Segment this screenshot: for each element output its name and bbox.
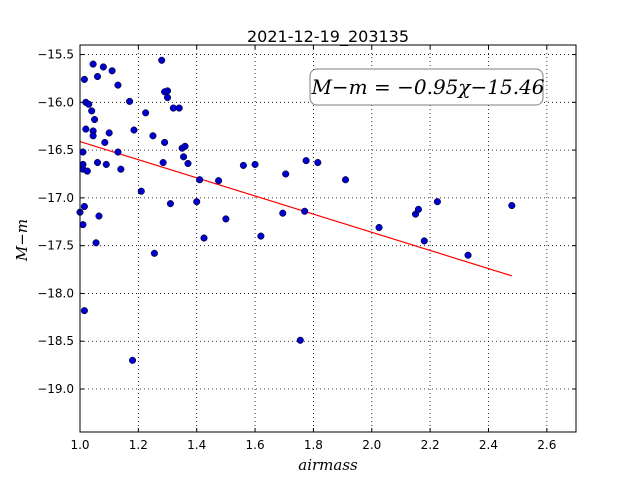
x-tick-label: 1.6 [246,438,265,452]
data-point [282,170,290,178]
data-point [175,104,183,112]
data-point [126,97,134,105]
data-point [251,160,259,168]
x-axis-ticks: 1.0 1.2 1.4 1.6 1.8 2.0 2.2 2.4 2.6 [70,45,556,452]
data-point [99,63,107,71]
fit-line [79,140,512,277]
data-point [92,239,100,247]
data-point [420,237,428,245]
data-point [89,60,97,68]
data-point [180,153,188,161]
data-point [130,126,138,134]
data-point [196,176,204,184]
data-point [279,209,287,217]
y-tick-label: −17.0 [37,191,74,205]
data-point [80,75,88,83]
data-point [150,249,158,257]
data-point [163,94,172,102]
equation-box: M−m = −0.95χ−15.46 [309,68,545,106]
data-point [257,232,265,240]
data-point [149,132,157,140]
x-tick-label: 2.4 [479,438,498,452]
x-tick-label: 2.0 [362,438,381,452]
data-point [79,148,87,156]
y-tick-label: −18.0 [37,286,74,300]
data-point [193,198,201,206]
data-point [159,158,167,167]
fit-line-group [79,140,512,277]
data-point [95,212,103,220]
data-point [117,165,125,173]
y-axis-ticks: −15.5 −16.0 −16.5 −17.0 −17.5 −18.0 −18.5 −19.0 [37,48,576,396]
chart-title: 2021-12-19_203135 [247,27,409,47]
x-tick-label: 2.2 [421,438,440,452]
data-point [414,205,422,213]
data-point [102,160,110,168]
data-point [296,336,304,344]
data-point [128,356,137,364]
data-point [375,223,383,232]
data-point [79,221,87,229]
grid-lines [79,45,576,432]
data-point [181,142,189,150]
data-point [215,177,223,185]
data-point [314,158,322,167]
data-point [91,115,99,124]
data-point [80,202,88,211]
data-point [166,200,174,208]
data-point [105,129,113,137]
y-tick-label: −16.0 [37,95,74,109]
data-point [88,107,96,115]
data-point [200,234,208,242]
data-point [163,87,172,95]
data-point [80,307,88,315]
equation-box-border [309,68,544,106]
data-point [239,161,247,169]
data-point [433,198,441,206]
x-tick-label: 1.0 [70,438,89,452]
x-tick-label: 1.8 [304,438,323,452]
x-tick-label: 2.6 [537,438,556,452]
data-point [93,72,102,81]
data-point [137,187,145,195]
fit-equation: M−m = −0.95χ−15.46 [310,75,544,99]
data-point [114,148,122,156]
data-point [508,201,516,210]
y-tick-label: −19.0 [37,382,74,396]
data-point [341,176,350,184]
data-point [114,81,122,89]
data-point [184,159,192,168]
data-point [85,100,93,108]
data-point [108,67,116,75]
data-point [302,157,310,165]
x-tick-label: 1.2 [129,438,148,452]
data-point [158,56,166,64]
data-point [301,207,309,215]
data-point [142,109,150,117]
y-tick-label: −18.5 [37,334,74,348]
y-axis-label: M−m [13,219,31,262]
y-tick-label: −15.5 [37,48,74,62]
data-point [83,167,91,175]
plot-frame [79,44,577,433]
data-points [76,56,516,364]
data-point [161,138,169,147]
x-axis-label: airmass [298,456,358,474]
y-tick-label: −17.5 [37,239,74,253]
y-tick-label: −16.5 [37,143,74,157]
data-point [82,125,90,133]
x-tick-label: 1.4 [187,438,206,452]
data-point [222,215,230,223]
data-point [89,132,97,140]
data-point [101,138,109,147]
data-point [464,251,472,259]
data-point [93,158,102,167]
